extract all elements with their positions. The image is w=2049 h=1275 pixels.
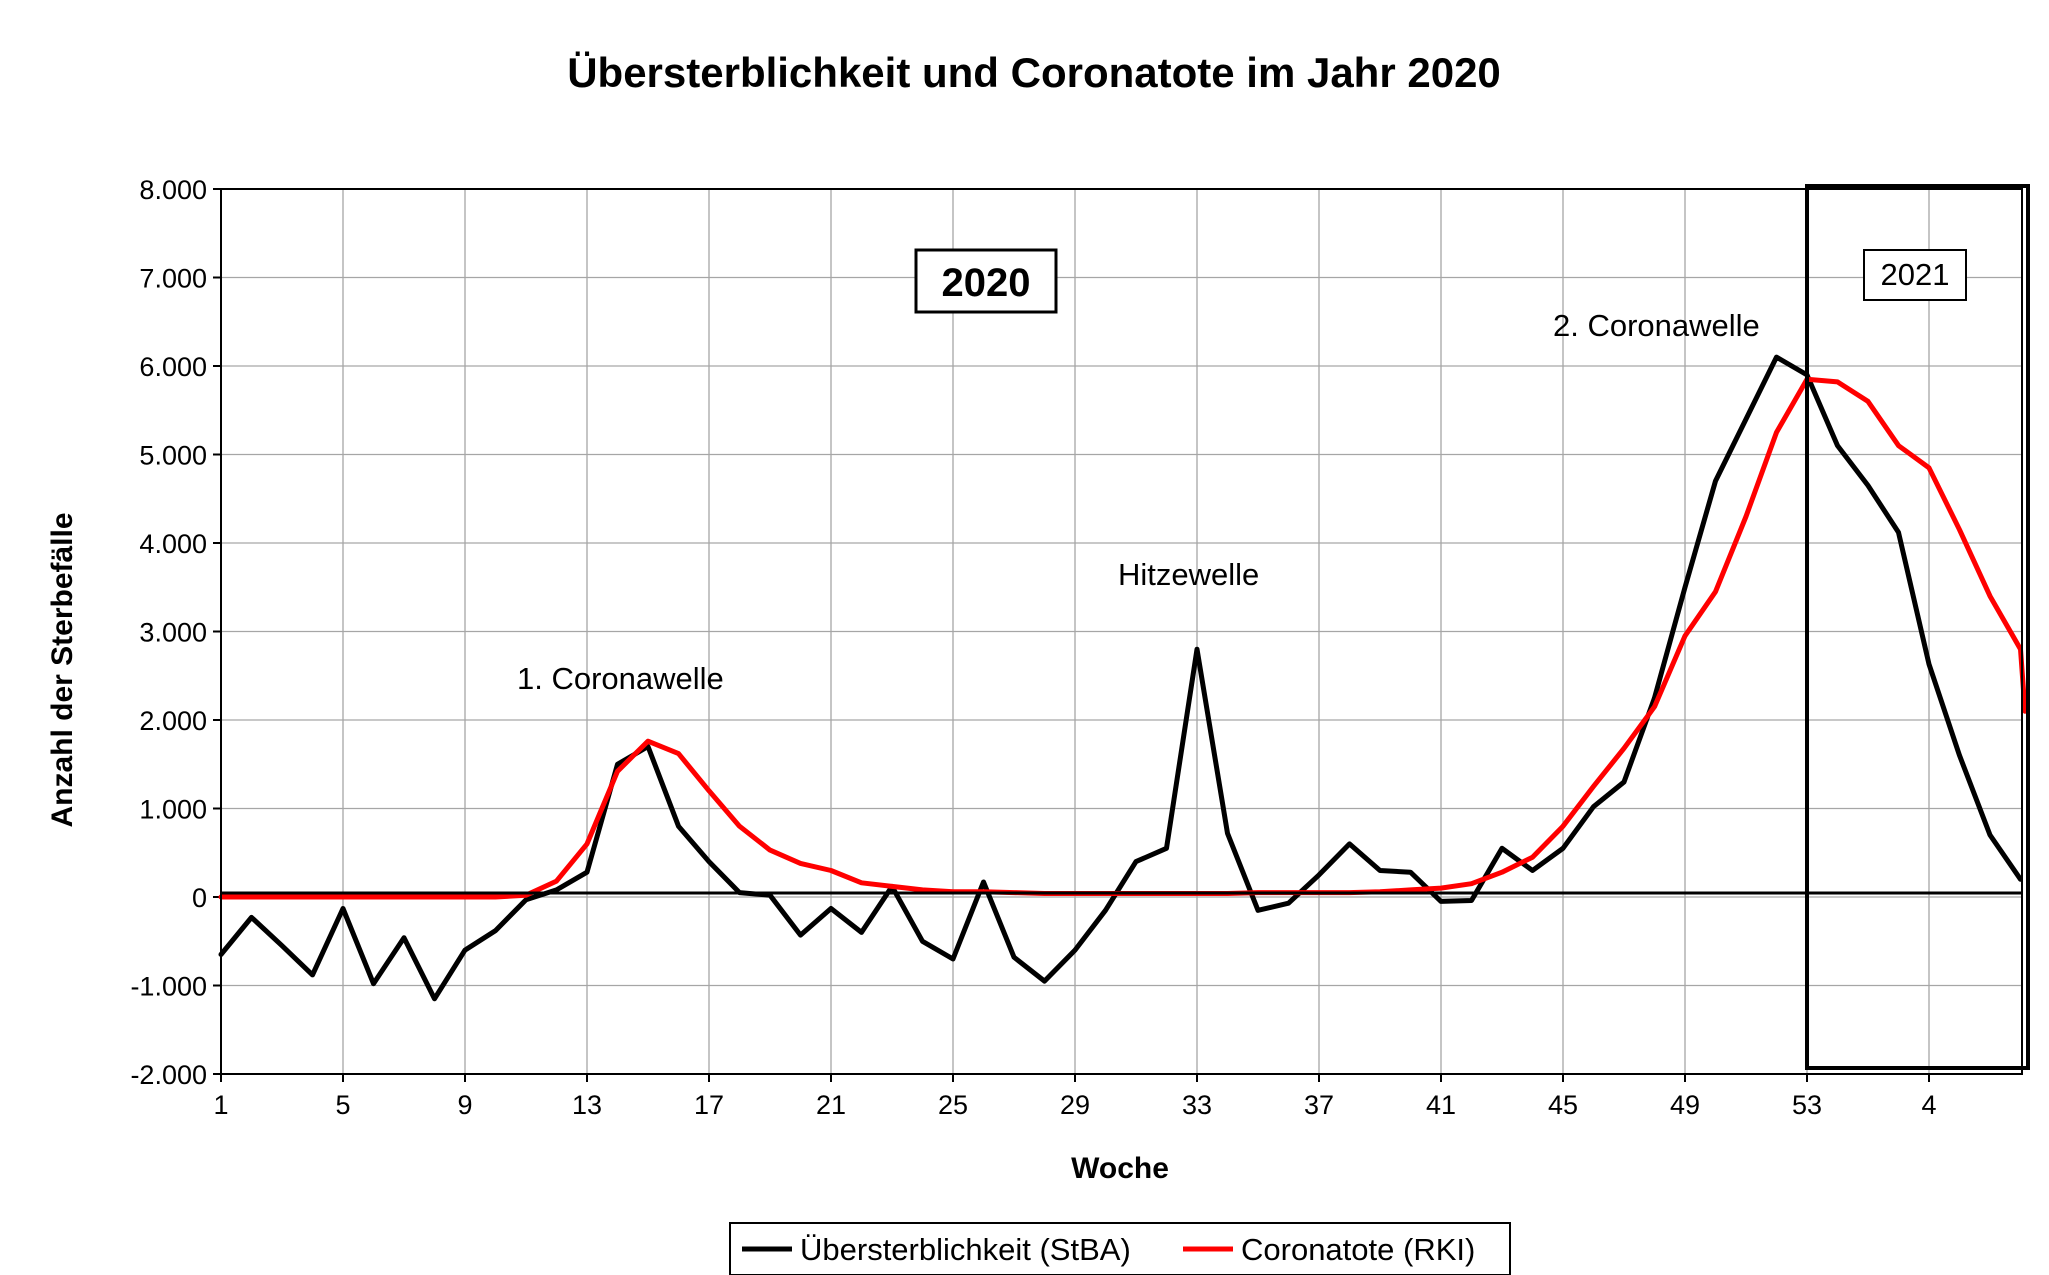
x-tick-label: 17: [694, 1090, 724, 1120]
legend-label-series-1: Übersterblichkeit (StBA): [800, 1232, 1131, 1267]
chart-title: Übersterblichkeit und Coronatote im Jahr…: [567, 49, 1501, 96]
legend-frame: [729, 1222, 1511, 1275]
plot-area-frame: [220, 188, 2023, 1075]
y-tick-label: 3.000: [139, 618, 207, 648]
y-tick-label: 5.000: [139, 441, 207, 471]
box-label-2021-text: 2021: [1881, 257, 1950, 292]
y-tick-label: 1.000: [139, 795, 207, 825]
x-tick-label: 45: [1548, 1090, 1578, 1120]
x-tick-label: 13: [572, 1090, 602, 1120]
series-line-coronatote: [218, 376, 2028, 900]
y-axis-label: Anzahl der Sterbefälle: [46, 512, 79, 827]
annotation-second-wave: 2. Coronawelle: [1553, 308, 1760, 343]
y-tick-label: 6.000: [139, 352, 207, 382]
x-tick-label: 9: [457, 1090, 472, 1120]
x-tick-label: 33: [1182, 1090, 1212, 1120]
x-tick-label: 21: [816, 1090, 846, 1120]
y-tick-label: 2.000: [139, 706, 207, 736]
x-tick-labels: 1 5 9 13 17 21 25 29 33 37 41 45 49 53 4: [213, 1090, 1936, 1120]
box-label-2021: 2021: [1863, 249, 1967, 301]
x-axis-label: Woche: [1071, 1152, 1169, 1185]
x-tick-label: 37: [1304, 1090, 1334, 1120]
series-line-uebersterblichkeit: [218, 354, 2023, 1002]
y-tick-label: 8.000: [139, 175, 207, 205]
box-label-2020-text: 2020: [942, 261, 1031, 305]
x-tick-label: 29: [1060, 1090, 1090, 1120]
y-tick-label: -2.000: [130, 1060, 207, 1090]
x-tick-label: 53: [1792, 1090, 1822, 1120]
y-tick-labels: 8.000 7.000 6.000 5.000 4.000 3.000 2.000 1.000…: [130, 175, 207, 1090]
y-tick-label: -1.000: [130, 972, 207, 1002]
x-tick-label: 1: [213, 1090, 228, 1120]
x-tick-label: 5: [335, 1090, 350, 1120]
year-2021-region-box: [1805, 184, 2030, 1070]
y-tick-label: 4.000: [139, 529, 207, 559]
y-tick-label: 0: [192, 883, 207, 913]
annotation-first-wave: 1. Coronawelle: [517, 661, 724, 696]
x-tick-label: 41: [1426, 1090, 1456, 1120]
annotation-heat-wave: Hitzewelle: [1118, 557, 1259, 592]
legend-label-series-2: Coronatote (RKI): [1241, 1232, 1475, 1267]
x-tick-label: 25: [938, 1090, 968, 1120]
series-lines: [218, 354, 2028, 1002]
y-tick-label: 7.000: [139, 264, 207, 294]
x-tick-label: 49: [1670, 1090, 1700, 1120]
x-tick-label: 4: [1921, 1090, 1936, 1120]
legend: Übersterblichkeit (StBA) Coronatote (RKI…: [729, 1222, 1511, 1275]
box-label-2020: 2020: [914, 248, 1058, 314]
